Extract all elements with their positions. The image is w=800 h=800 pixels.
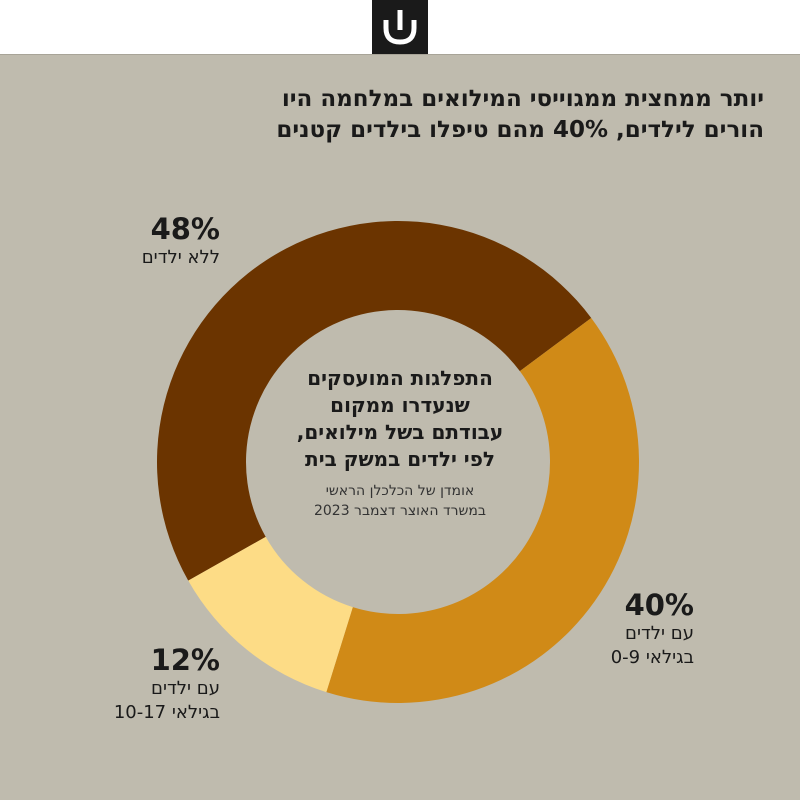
donut-center-text: התפלגות המועסקים שנעדרו ממקום עבודתם בשל… bbox=[270, 365, 530, 521]
pct-older-kids: 12% bbox=[150, 643, 220, 677]
label-young-kids: 40% עם ילדים בגילאי 0-9 bbox=[611, 588, 694, 670]
source-note: אומדן של הכלכלן הראשי במשרד האוצר דצמבר … bbox=[270, 481, 530, 521]
chart-title: יותר ממחצית ממגוייסי המילואים במלחמה היו… bbox=[204, 84, 764, 146]
top-bar bbox=[0, 0, 800, 55]
haaretz-logo-icon[interactable] bbox=[372, 0, 428, 54]
source-line-1: אומדן של הכלכלן הראשי bbox=[325, 483, 475, 499]
source-line-2: במשרד האוצר דצמבר 2023 bbox=[313, 503, 487, 519]
label-older-kids: 12% עם ילדים בגילאי 10-17 bbox=[114, 643, 220, 725]
desc-young-kids-2: בגילאי 0-9 bbox=[610, 647, 694, 668]
chart-title-line-2: הורים לילדים, 40% מהם טיפלו בילדים קטנים bbox=[276, 117, 764, 143]
center-line-3: עבודתם בשל מילואים, bbox=[296, 420, 504, 444]
slice-young-kids bbox=[326, 317, 640, 704]
pct-no-kids: 48% bbox=[150, 212, 220, 246]
slice-older-kids bbox=[188, 536, 353, 693]
desc-no-kids: ללא ילדים bbox=[141, 247, 220, 268]
pct-young-kids: 40% bbox=[624, 588, 694, 622]
desc-young-kids-1: עם ילדים bbox=[625, 623, 694, 644]
chart-title-line-1: יותר ממחצית ממגוייסי המילואים במלחמה היו bbox=[281, 86, 764, 112]
center-line-1: התפלגות המועסקים bbox=[307, 366, 493, 390]
center-line-2: שנעדרו ממקום bbox=[330, 393, 470, 417]
label-no-kids: 48% ללא ילדים bbox=[142, 212, 220, 270]
center-line-4: לפי ילדים במשק בית bbox=[305, 447, 495, 471]
slice-no-kids bbox=[156, 221, 592, 581]
desc-older-kids-1: עם ילדים bbox=[151, 678, 220, 699]
desc-older-kids-2: בגילאי 10-17 bbox=[113, 702, 220, 723]
